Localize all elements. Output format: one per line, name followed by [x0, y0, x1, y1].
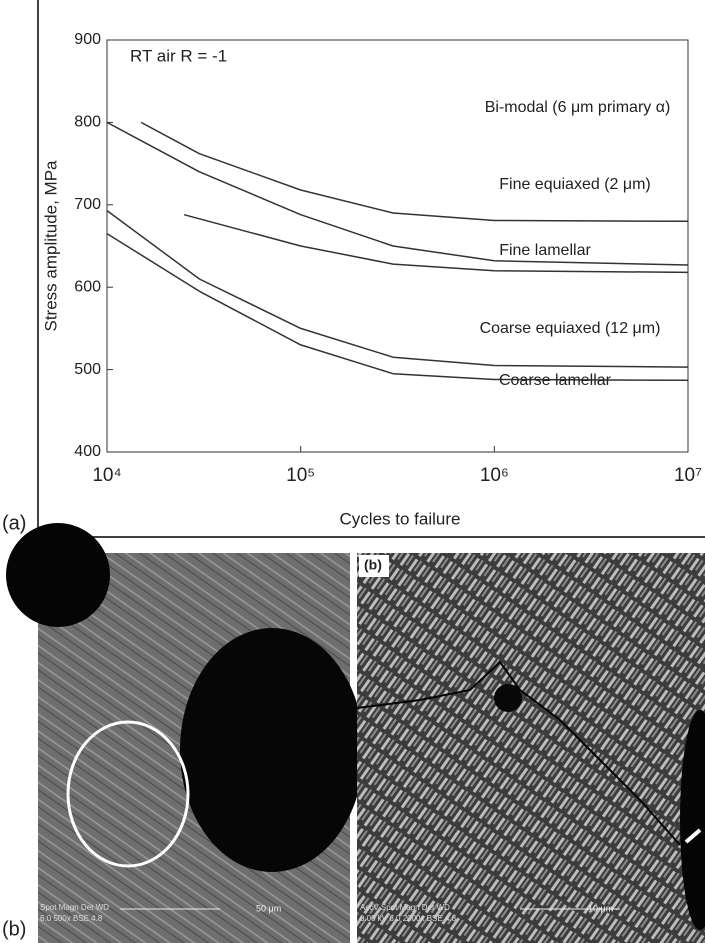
y-tick-label: 800 [74, 114, 101, 131]
inset-label: (b) [364, 557, 382, 573]
x-tick-label: 10⁵ [286, 465, 315, 486]
y-tick-label: 400 [74, 443, 101, 460]
y-tick-label: 500 [74, 361, 101, 378]
x-tick-label: 10⁶ [480, 465, 509, 486]
annotation: RT air R = -1 [130, 46, 227, 65]
info-text: 0.00 kV 6.0 2000x BSE 4.8 [360, 914, 457, 923]
info-text: AccV Spot Magn Det WD [360, 903, 450, 912]
line-series [106, 209, 689, 368]
y-axis-label: Stress amplitude, MPa [41, 160, 60, 332]
series-label: Coarse lamellar [498, 372, 612, 389]
plot-frame [106, 39, 689, 453]
series-label: Fine lamellar [499, 242, 591, 259]
line-series [106, 121, 689, 266]
x-axis-label: Cycles to failure [340, 509, 461, 528]
y-tick-label: 700 [74, 196, 101, 213]
info-text: Spot Magn Det WD [40, 903, 109, 912]
line-series [106, 232, 689, 382]
micrograph: (b) 10 μm AccV Spot Magn Det WD 0.00 kV … [356, 553, 705, 943]
y-tick-label: 600 [74, 278, 101, 295]
line-series [140, 121, 689, 223]
series-label: Coarse equiaxed (12 μm) [479, 320, 661, 337]
scale-bar-label: 10 μm [588, 903, 613, 913]
x-tick-label: 10⁴ [92, 465, 121, 486]
panel-label: (a) [2, 512, 26, 534]
scale-bar-label: 50 μm [256, 903, 281, 913]
micrograph: 50 μm Spot Magn Det WD 6.0 500x BSE 4.8 [6, 523, 364, 943]
panel-label: (b) [2, 918, 26, 940]
series-label: Bi-modal (6 μm primary α) [484, 99, 671, 116]
y-tick-label: 900 [74, 31, 101, 48]
line-series [183, 213, 689, 274]
info-text: 6.0 500x BSE 4.8 [40, 914, 103, 923]
x-tick-label: 10⁷ [674, 465, 702, 486]
series-label: Fine equiaxed (2 μm) [499, 176, 651, 193]
